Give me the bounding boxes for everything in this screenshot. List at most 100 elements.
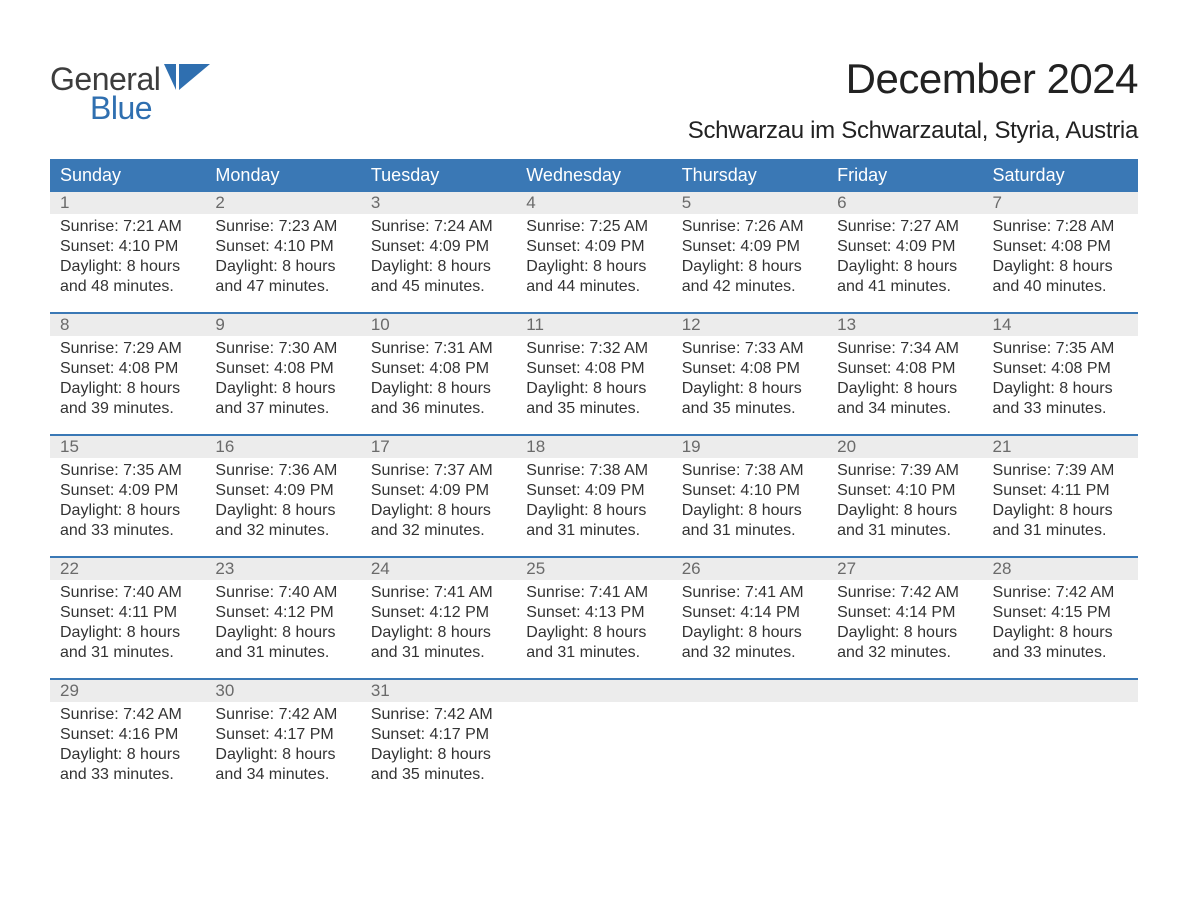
week-row: 15161718192021Sunrise: 7:35 AMSunset: 4:… xyxy=(50,436,1138,558)
day-text-line: Sunset: 4:15 PM xyxy=(993,603,1128,623)
day-text-line: and 32 minutes. xyxy=(682,643,817,663)
day-text-line: Daylight: 8 hours xyxy=(60,501,195,521)
day-text-line: and 33 minutes. xyxy=(993,399,1128,419)
day-cell: Sunrise: 7:29 AMSunset: 4:08 PMDaylight:… xyxy=(50,336,205,434)
day-text-line: Sunrise: 7:38 AM xyxy=(526,461,661,481)
day-number: 18 xyxy=(516,436,671,458)
day-cell: Sunrise: 7:38 AMSunset: 4:09 PMDaylight:… xyxy=(516,458,671,556)
day-text-line: Sunrise: 7:26 AM xyxy=(682,217,817,237)
day-text-line: Sunrise: 7:28 AM xyxy=(993,217,1128,237)
day-text-line: Sunset: 4:09 PM xyxy=(682,237,817,257)
day-number-row: 15161718192021 xyxy=(50,436,1138,458)
day-cell: Sunrise: 7:32 AMSunset: 4:08 PMDaylight:… xyxy=(516,336,671,434)
day-text-line: Sunrise: 7:33 AM xyxy=(682,339,817,359)
day-number: 28 xyxy=(983,558,1138,580)
day-cell: Sunrise: 7:25 AMSunset: 4:09 PMDaylight:… xyxy=(516,214,671,312)
week-row: 891011121314Sunrise: 7:29 AMSunset: 4:08… xyxy=(50,314,1138,436)
logo-word-blue: Blue xyxy=(90,90,152,127)
day-text-line: Daylight: 8 hours xyxy=(371,257,506,277)
day-text-line: Daylight: 8 hours xyxy=(837,501,972,521)
day-text-line: Sunrise: 7:42 AM xyxy=(215,705,350,725)
day-number-row: 891011121314 xyxy=(50,314,1138,336)
day-text-line: Sunset: 4:14 PM xyxy=(682,603,817,623)
day-text-line: Sunrise: 7:21 AM xyxy=(60,217,195,237)
day-number: 5 xyxy=(672,192,827,214)
day-number: 24 xyxy=(361,558,516,580)
day-text-line: Sunset: 4:10 PM xyxy=(682,481,817,501)
weekday-header: Sunday Monday Tuesday Wednesday Thursday… xyxy=(50,159,1138,192)
day-text-line: Sunset: 4:08 PM xyxy=(993,237,1128,257)
day-text-line: Sunrise: 7:32 AM xyxy=(526,339,661,359)
day-text-line: Sunset: 4:13 PM xyxy=(526,603,661,623)
day-text-line: Sunrise: 7:37 AM xyxy=(371,461,506,481)
day-number: 15 xyxy=(50,436,205,458)
day-text-line: Daylight: 8 hours xyxy=(215,379,350,399)
day-cell: Sunrise: 7:24 AMSunset: 4:09 PMDaylight:… xyxy=(361,214,516,312)
day-text-line: Daylight: 8 hours xyxy=(993,257,1128,277)
day-text-line: and 31 minutes. xyxy=(371,643,506,663)
week-row: 22232425262728Sunrise: 7:40 AMSunset: 4:… xyxy=(50,558,1138,680)
day-text-line: Sunset: 4:17 PM xyxy=(215,725,350,745)
day-text-line: and 35 minutes. xyxy=(682,399,817,419)
logo: General Blue xyxy=(50,55,210,127)
day-text-line: and 31 minutes. xyxy=(837,521,972,541)
day-cell: Sunrise: 7:40 AMSunset: 4:12 PMDaylight:… xyxy=(205,580,360,678)
day-number: 8 xyxy=(50,314,205,336)
day-data-row: Sunrise: 7:29 AMSunset: 4:08 PMDaylight:… xyxy=(50,336,1138,434)
day-cell: Sunrise: 7:33 AMSunset: 4:08 PMDaylight:… xyxy=(672,336,827,434)
day-text-line: and 47 minutes. xyxy=(215,277,350,297)
day-cell: Sunrise: 7:42 AMSunset: 4:17 PMDaylight:… xyxy=(205,702,360,800)
day-cell: Sunrise: 7:31 AMSunset: 4:08 PMDaylight:… xyxy=(361,336,516,434)
day-number: 25 xyxy=(516,558,671,580)
day-text-line: and 32 minutes. xyxy=(371,521,506,541)
day-text-line: Sunrise: 7:42 AM xyxy=(837,583,972,603)
day-text-line: and 42 minutes. xyxy=(682,277,817,297)
day-number: 26 xyxy=(672,558,827,580)
day-text-line: and 37 minutes. xyxy=(215,399,350,419)
day-data-row: Sunrise: 7:21 AMSunset: 4:10 PMDaylight:… xyxy=(50,214,1138,312)
weekday-label: Tuesday xyxy=(361,159,516,192)
day-text-line: Daylight: 8 hours xyxy=(682,257,817,277)
day-text-line: Daylight: 8 hours xyxy=(526,623,661,643)
day-number xyxy=(516,680,671,702)
day-text-line: and 31 minutes. xyxy=(60,643,195,663)
day-text-line: Sunset: 4:10 PM xyxy=(837,481,972,501)
day-text-line: Daylight: 8 hours xyxy=(215,257,350,277)
day-text-line: Daylight: 8 hours xyxy=(993,379,1128,399)
day-text-line: Sunset: 4:14 PM xyxy=(837,603,972,623)
day-cell: Sunrise: 7:38 AMSunset: 4:10 PMDaylight:… xyxy=(672,458,827,556)
day-text-line: Sunrise: 7:31 AM xyxy=(371,339,506,359)
day-text-line: Sunset: 4:09 PM xyxy=(371,237,506,257)
day-text-line: Sunset: 4:09 PM xyxy=(60,481,195,501)
day-text-line: Daylight: 8 hours xyxy=(837,379,972,399)
day-cell: Sunrise: 7:42 AMSunset: 4:15 PMDaylight:… xyxy=(983,580,1138,678)
day-number: 7 xyxy=(983,192,1138,214)
day-cell: Sunrise: 7:35 AMSunset: 4:08 PMDaylight:… xyxy=(983,336,1138,434)
day-text-line: Sunset: 4:11 PM xyxy=(60,603,195,623)
day-text-line: Sunrise: 7:35 AM xyxy=(60,461,195,481)
day-number: 12 xyxy=(672,314,827,336)
day-text-line: and 32 minutes. xyxy=(837,643,972,663)
day-text-line: Sunrise: 7:38 AM xyxy=(682,461,817,481)
day-cell: Sunrise: 7:39 AMSunset: 4:10 PMDaylight:… xyxy=(827,458,982,556)
day-text-line: Daylight: 8 hours xyxy=(682,623,817,643)
day-text-line: Sunrise: 7:30 AM xyxy=(215,339,350,359)
day-text-line: Daylight: 8 hours xyxy=(682,501,817,521)
day-text-line: Sunset: 4:09 PM xyxy=(215,481,350,501)
day-cell: Sunrise: 7:41 AMSunset: 4:13 PMDaylight:… xyxy=(516,580,671,678)
weekday-label: Sunday xyxy=(50,159,205,192)
day-data-row: Sunrise: 7:42 AMSunset: 4:16 PMDaylight:… xyxy=(50,702,1138,800)
day-text-line: Daylight: 8 hours xyxy=(837,257,972,277)
day-text-line: Daylight: 8 hours xyxy=(215,745,350,765)
day-text-line: and 33 minutes. xyxy=(60,521,195,541)
day-number: 11 xyxy=(516,314,671,336)
day-cell: Sunrise: 7:41 AMSunset: 4:12 PMDaylight:… xyxy=(361,580,516,678)
day-text-line: Daylight: 8 hours xyxy=(993,623,1128,643)
weekday-label: Monday xyxy=(205,159,360,192)
day-text-line: and 31 minutes. xyxy=(215,643,350,663)
day-text-line: Sunrise: 7:42 AM xyxy=(60,705,195,725)
day-text-line: and 34 minutes. xyxy=(215,765,350,785)
day-text-line: and 32 minutes. xyxy=(215,521,350,541)
day-number: 16 xyxy=(205,436,360,458)
day-cell: Sunrise: 7:30 AMSunset: 4:08 PMDaylight:… xyxy=(205,336,360,434)
